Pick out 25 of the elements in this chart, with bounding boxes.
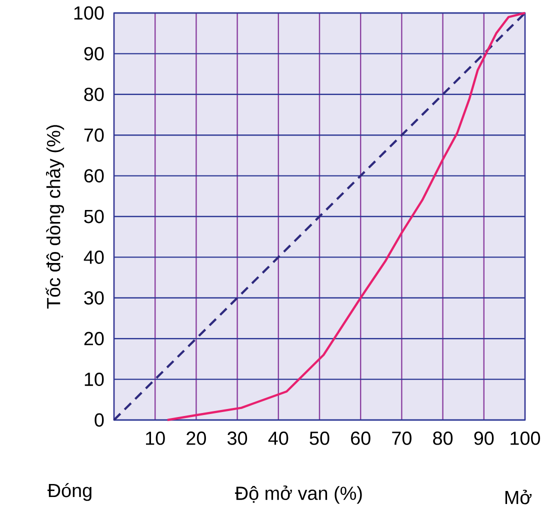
y-tick-label: 50 — [84, 210, 104, 224]
x-tick-label: 80 — [433, 432, 453, 445]
y-tick-label: 70 — [84, 128, 104, 142]
y-tick-label: 40 — [84, 250, 104, 264]
text: Đóng — [48, 483, 92, 501]
y-tick-label: 90 — [84, 46, 104, 60]
x-tick-label: 10 — [146, 432, 165, 445]
x-tick-label: 60 — [351, 432, 370, 445]
x-tick-label: 40 — [268, 432, 288, 445]
y-tick-label: 60 — [84, 169, 104, 182]
x-tick-label: 20 — [186, 432, 206, 445]
y-tick-label: 30 — [84, 291, 104, 305]
y-tick-label: 10 — [84, 372, 104, 386]
y-axis-title: Tốc độ dòng chảy (%) — [46, 125, 64, 309]
y-tick-label: 80 — [84, 88, 104, 102]
x-tick-label: 90 — [474, 432, 494, 445]
x-axis-title: Độ mở van (%) — [235, 486, 362, 504]
text: Mở — [505, 490, 532, 504]
x-tick-label: 70 — [392, 432, 412, 445]
y-tick-label: 20 — [84, 332, 104, 346]
x-tick-label: 100 — [510, 432, 540, 445]
y-tick-label: 100 — [74, 6, 104, 20]
y-tick-label: 0 — [94, 413, 104, 427]
x-tick-label: 50 — [310, 432, 330, 445]
x-tick-label: 30 — [227, 432, 248, 445]
